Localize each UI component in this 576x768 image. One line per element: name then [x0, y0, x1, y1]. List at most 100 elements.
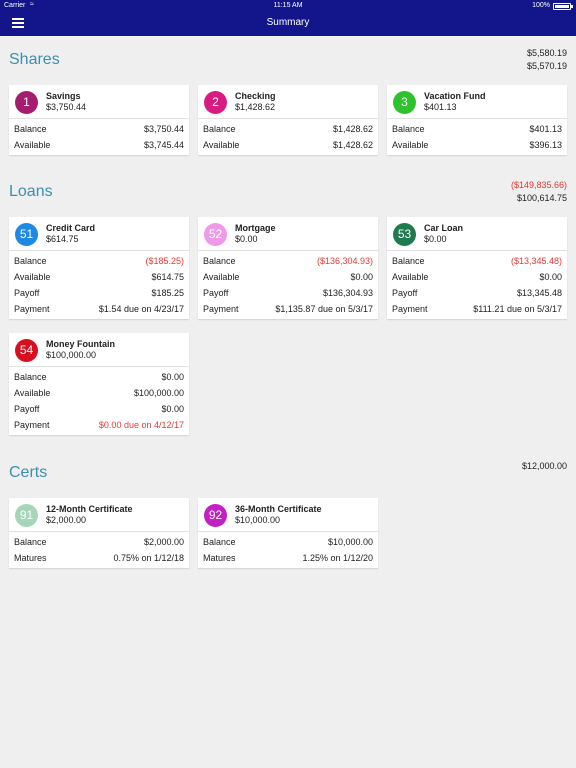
row-label: Payment	[14, 304, 50, 314]
account-name: Money Fountain	[46, 339, 115, 349]
wifi-icon: ≈	[30, 1, 34, 8]
row-label: Balance	[14, 372, 47, 382]
row-value: ($136,304.93)	[316, 256, 373, 266]
loans-totals: ($149,835.66) $100,614.75	[511, 179, 567, 205]
account-card-vacation-fund[interactable]: 3 Vacation Fund $401.13 Balance $401.13 A…	[387, 85, 567, 155]
account-name: Credit Card	[46, 223, 96, 233]
payment-row: Payment $1.54 due on 4/23/17	[14, 301, 184, 317]
row-value: $1,428.62	[332, 124, 373, 134]
account-name: 36-Month Certificate	[235, 504, 322, 514]
loans-total-1: ($149,835.66)	[510, 180, 567, 190]
balance-row: Balance ($13,345.48)	[392, 253, 562, 269]
row-label: Available	[203, 272, 240, 282]
row-label: Payoff	[392, 288, 418, 298]
available-row: Available $100,000.00	[14, 385, 184, 401]
account-card-money-fountain[interactable]: 54 Money Fountain $100,000.00 Balance $0.…	[9, 333, 189, 435]
matures-row: Matures 0.75% on 1/12/18	[14, 550, 184, 566]
row-label: Payment	[392, 304, 428, 314]
row-value: $13,345.48	[516, 288, 562, 298]
loans-section-title: Loans	[9, 183, 53, 200]
battery-icon	[553, 3, 573, 10]
account-badge: 91	[15, 504, 38, 527]
account-card-36-month-certificate[interactable]: 92 36-Month Certificate $10,000.00 Balan…	[198, 498, 378, 568]
account-badge: 1	[15, 91, 38, 114]
shares-totals: $5,580.19 $5,570.19	[527, 47, 567, 73]
available-row: Available $3,745.44	[14, 137, 184, 153]
row-label: Available	[14, 272, 51, 282]
row-value: $0.00	[350, 272, 373, 282]
status-time: 11:15 AM	[273, 2, 303, 9]
account-card-checking[interactable]: 2 Checking $1,428.62 Balance $1,428.62 Av…	[198, 85, 378, 155]
row-value: $401.13	[529, 124, 562, 134]
row-label: Payment	[203, 304, 239, 314]
row-value: $111.21 due on 5/3/17	[473, 304, 562, 314]
account-name: Car Loan	[424, 223, 464, 233]
account-name: Vacation Fund	[424, 91, 486, 101]
row-value: $10,000.00	[327, 537, 373, 547]
row-label: Available	[203, 140, 240, 150]
account-badge: 51	[15, 223, 38, 246]
row-label: Balance	[203, 256, 236, 266]
status-bar: Carrier ≈ 11:15 AM 100%	[0, 0, 576, 12]
account-card-credit-card[interactable]: 51 Credit Card $614.75 Balance ($185.25) …	[9, 217, 189, 319]
payment-row: Payment $1,135.87 due on 5/3/17	[203, 301, 373, 317]
account-card-12-month-certificate[interactable]: 91 12-Month Certificate $2,000.00 Balanc…	[9, 498, 189, 568]
hamburger-menu-icon[interactable]	[12, 18, 24, 28]
account-amount: $0.00	[235, 234, 258, 244]
shares-total-2: $5,570.19	[526, 61, 567, 71]
row-label: Payment	[14, 420, 50, 430]
account-card-savings[interactable]: 1 Savings $3,750.44 Balance $3,750.44 Ava…	[9, 85, 189, 155]
account-amount: $614.75	[46, 234, 79, 244]
account-amount: $2,000.00	[46, 515, 87, 525]
carrier-label: Carrier	[4, 2, 26, 9]
account-amount: $401.13	[424, 102, 457, 112]
available-row: Available $614.75	[14, 269, 184, 285]
row-label: Payoff	[14, 288, 40, 298]
account-badge: 52	[204, 223, 227, 246]
loans-total-2: $100,614.75	[516, 193, 567, 203]
account-badge: 3	[393, 91, 416, 114]
row-value: 0.75% on 1/12/18	[113, 553, 184, 563]
payoff-row: Payoff $185.25	[14, 285, 184, 301]
account-amount: $3,750.44	[46, 102, 87, 112]
battery-percent: 100%	[532, 2, 550, 9]
payoff-row: Payoff $13,345.48	[392, 285, 562, 301]
row-value: $0.00	[161, 372, 184, 382]
account-card-car-loan[interactable]: 53 Car Loan $0.00 Balance ($13,345.48) Av…	[387, 217, 567, 319]
payoff-row: Payoff $136,304.93	[203, 285, 373, 301]
row-label: Available	[392, 140, 429, 150]
available-row: Available $0.00	[203, 269, 373, 285]
account-amount: $10,000.00	[235, 515, 281, 525]
shares-total-1: $5,580.19	[526, 48, 567, 58]
account-name: 12-Month Certificate	[46, 504, 133, 514]
available-row: Available $1,428.62	[203, 137, 373, 153]
shares-section-title: Shares	[9, 51, 60, 68]
row-label: Payoff	[203, 288, 229, 298]
row-label: Matures	[203, 553, 236, 563]
row-label: Balance	[392, 256, 425, 266]
row-value: ($13,345.48)	[510, 256, 562, 266]
row-value: $396.13	[529, 140, 562, 150]
row-label: Available	[392, 272, 429, 282]
certs-totals: $12,000.00	[522, 460, 567, 473]
row-label: Balance	[14, 256, 47, 266]
balance-row: Balance $2,000.00	[14, 534, 184, 550]
certs-total-1: $12,000.00	[521, 461, 567, 471]
account-name: Savings	[46, 91, 81, 101]
account-name: Checking	[235, 91, 276, 101]
page-title: Summary	[266, 17, 310, 28]
row-value: $2,000.00	[143, 537, 184, 547]
certs-section-title: Certs	[9, 464, 48, 481]
row-label: Balance	[203, 537, 236, 547]
account-card-mortgage[interactable]: 52 Mortgage $0.00 Balance ($136,304.93) A…	[198, 217, 378, 319]
balance-row: Balance $0.00	[14, 369, 184, 385]
balance-row: Balance $3,750.44	[14, 121, 184, 137]
row-value: $185.25	[151, 288, 184, 298]
row-value: $0.00	[161, 404, 184, 414]
row-label: Available	[14, 388, 51, 398]
matures-row: Matures 1.25% on 1/12/20	[203, 550, 373, 566]
payoff-row: Payoff $0.00	[14, 401, 184, 417]
account-amount: $0.00	[424, 234, 447, 244]
row-label: Balance	[14, 124, 47, 134]
row-value: $0.00	[539, 272, 562, 282]
